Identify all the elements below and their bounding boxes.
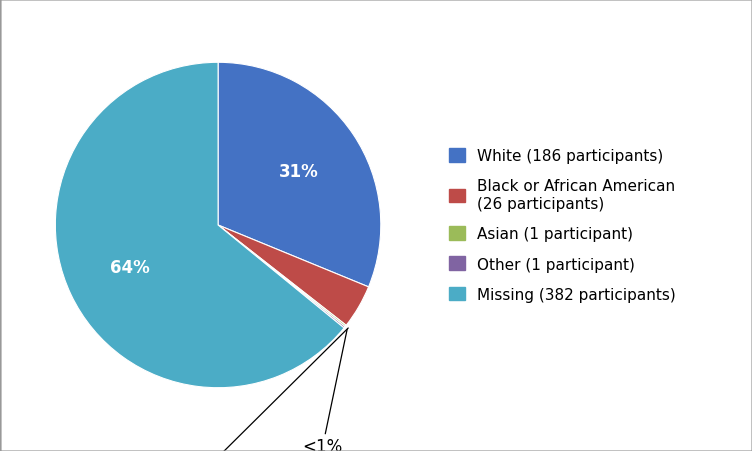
Text: 31%: 31%: [279, 162, 319, 180]
Legend: White (186 participants), Black or African American
(26 participants), Asian (1 : White (186 participants), Black or Afric…: [450, 149, 676, 302]
Wedge shape: [218, 63, 381, 287]
Wedge shape: [56, 63, 344, 388]
Wedge shape: [218, 226, 345, 328]
Wedge shape: [218, 226, 346, 327]
Text: 64%: 64%: [110, 258, 150, 276]
Text: <1%: <1%: [190, 328, 348, 451]
Wedge shape: [218, 226, 368, 326]
Text: <1%: <1%: [303, 330, 347, 451]
